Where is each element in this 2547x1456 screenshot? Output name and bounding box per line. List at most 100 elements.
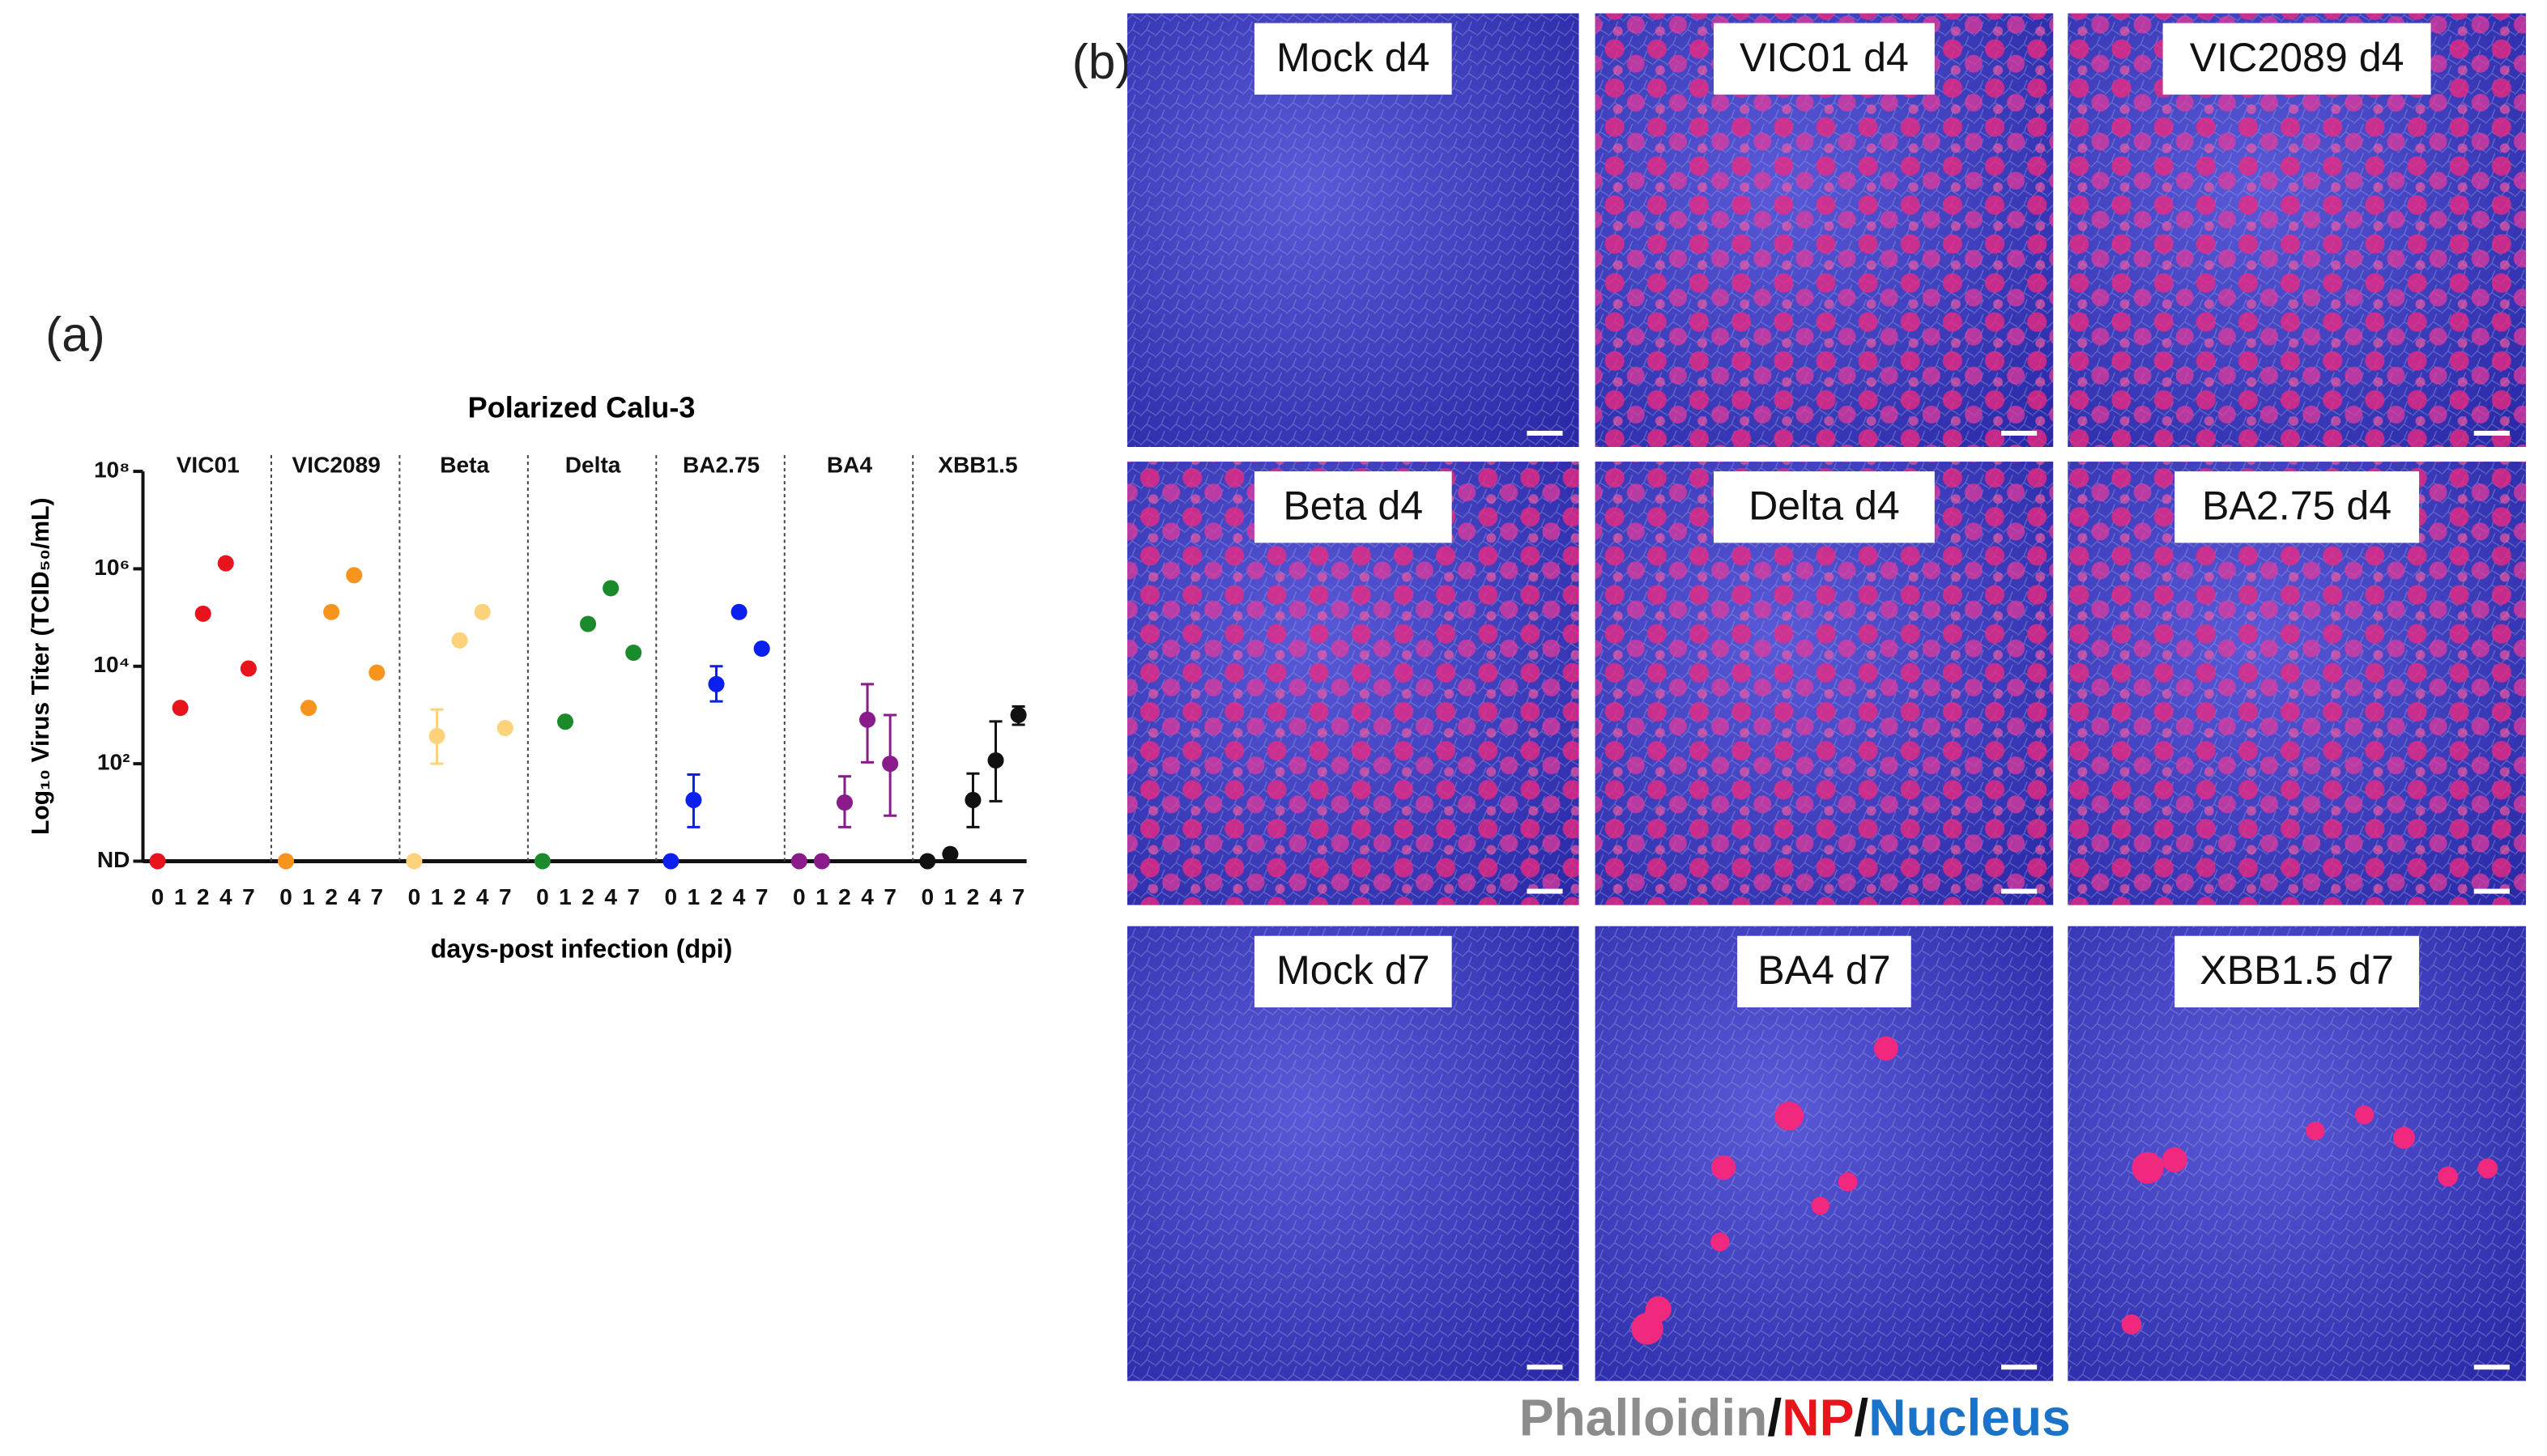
chart: Polarized Calu-3 Log₁₀ Virus Titer (TCID…	[28, 390, 1027, 963]
y-tick-label: 10⁶	[94, 555, 130, 580]
data-point	[836, 794, 854, 811]
group-label: VIC2089	[292, 452, 381, 477]
data-point	[323, 603, 340, 620]
chart-title: Polarized Calu-3	[468, 390, 696, 424]
data-point	[300, 700, 317, 717]
data-point	[1010, 706, 1027, 723]
group-label: Delta	[565, 452, 621, 477]
data-point	[496, 720, 513, 737]
data-point	[987, 751, 1004, 769]
caption-part: Phalloidin	[1519, 1388, 1768, 1446]
caption-part: /	[1854, 1388, 1868, 1446]
infected-cell	[1711, 1155, 1736, 1180]
x-tick-label: 1	[816, 884, 828, 909]
x-tick-label: 4	[219, 884, 232, 909]
data-point	[406, 853, 423, 870]
label-box	[1254, 23, 1452, 95]
data-point	[277, 853, 295, 870]
group-label: Beta	[440, 452, 489, 477]
image-label: BA4 d7	[1757, 947, 1890, 993]
y-axis-label: Log₁₀ Virus Titer (TCID₅₀/mL)	[28, 498, 54, 836]
y-tick-label: 10²	[97, 750, 130, 775]
data-point	[625, 644, 642, 662]
x-tick-label: 2	[838, 884, 851, 909]
x-tick-label: 4	[604, 884, 617, 909]
micrograph: Delta d4	[1595, 462, 2054, 905]
data-point	[919, 853, 936, 870]
data-point	[368, 664, 385, 681]
panel-label: (a)	[45, 308, 105, 362]
x-tick-label: 4	[733, 884, 746, 909]
micrograph: BA4 d7	[1595, 926, 2054, 1381]
stain-caption: Phalloidin/NP/Nucleus	[1519, 1388, 2071, 1446]
label-box	[1254, 935, 1452, 1007]
infected-cell	[1873, 1036, 1898, 1061]
infected-cell	[1710, 1232, 1730, 1252]
caption-part: /	[1767, 1388, 1782, 1446]
data-point	[556, 713, 574, 730]
data-point	[813, 853, 830, 870]
label-box	[1737, 935, 1911, 1007]
x-tick-label: 0	[536, 884, 549, 909]
x-tick-label: 7	[756, 884, 769, 909]
x-tick-label: 1	[559, 884, 572, 909]
infected-cell	[2393, 1126, 2416, 1149]
micrograph: BA2.75 d4	[2068, 462, 2526, 905]
label-box	[1714, 471, 1935, 543]
infected-cell	[2132, 1152, 2164, 1184]
x-tick-label: 4	[861, 884, 874, 909]
image-label: VIC2089 d4	[2190, 35, 2404, 80]
micrograph: Mock d7	[1127, 926, 1579, 1381]
x-tick-label: 4	[347, 884, 360, 909]
x-tick-label: 0	[793, 884, 806, 909]
x-tick-label: 0	[408, 884, 421, 909]
data-point	[149, 853, 166, 870]
x-tick-label: 2	[454, 884, 466, 909]
data-point	[172, 700, 189, 717]
y-tick-label: ND	[97, 847, 130, 872]
data-point	[662, 853, 679, 870]
x-tick-label: 2	[325, 884, 338, 909]
x-tick-label: 0	[279, 884, 292, 909]
image-label: Delta d4	[1748, 483, 1900, 528]
x-tick-label: 7	[884, 884, 897, 909]
x-tick-label: 0	[665, 884, 678, 909]
x-tick-label: 7	[499, 884, 512, 909]
panel-label: (b)	[1072, 35, 1132, 89]
label-box	[2174, 471, 2420, 543]
data-point	[790, 853, 807, 870]
data-point	[882, 756, 899, 773]
label-box	[2162, 23, 2431, 95]
x-tick-label: 1	[174, 884, 187, 909]
image-grid: Mock d4 VIC01 d4 VIC2089 d4 Beta d4 Delta d4…	[1127, 13, 2526, 1381]
scale-bar	[2473, 430, 2510, 436]
x-tick-label: 1	[944, 884, 957, 909]
x-axis-label: days-post infection (dpi)	[431, 934, 732, 963]
x-tick-label: 1	[688, 884, 701, 909]
data-point	[965, 791, 982, 808]
infected-cell	[2438, 1166, 2458, 1187]
image-label: Beta d4	[1283, 483, 1423, 528]
data-point	[346, 567, 363, 584]
data-point	[942, 845, 959, 862]
data-point	[685, 791, 702, 808]
group-label: XBB1.5	[938, 452, 1017, 477]
y-tick-label: 10⁸	[94, 458, 130, 483]
data-point	[217, 555, 234, 572]
scale-bar	[2473, 1364, 2510, 1370]
data-point	[580, 615, 597, 632]
label-box	[1254, 471, 1452, 543]
data-point	[194, 605, 211, 622]
x-tick-label: 1	[431, 884, 444, 909]
infected-cell	[2306, 1122, 2325, 1141]
x-tick-label: 2	[710, 884, 723, 909]
scale-bar	[2473, 888, 2510, 894]
image-label: Mock d4	[1276, 35, 1429, 80]
caption-part: Nucleus	[1868, 1388, 2071, 1446]
data-point	[240, 660, 257, 677]
infected-cell	[1631, 1313, 1663, 1345]
x-tick-label: 4	[990, 884, 1003, 909]
data-point	[474, 603, 491, 620]
